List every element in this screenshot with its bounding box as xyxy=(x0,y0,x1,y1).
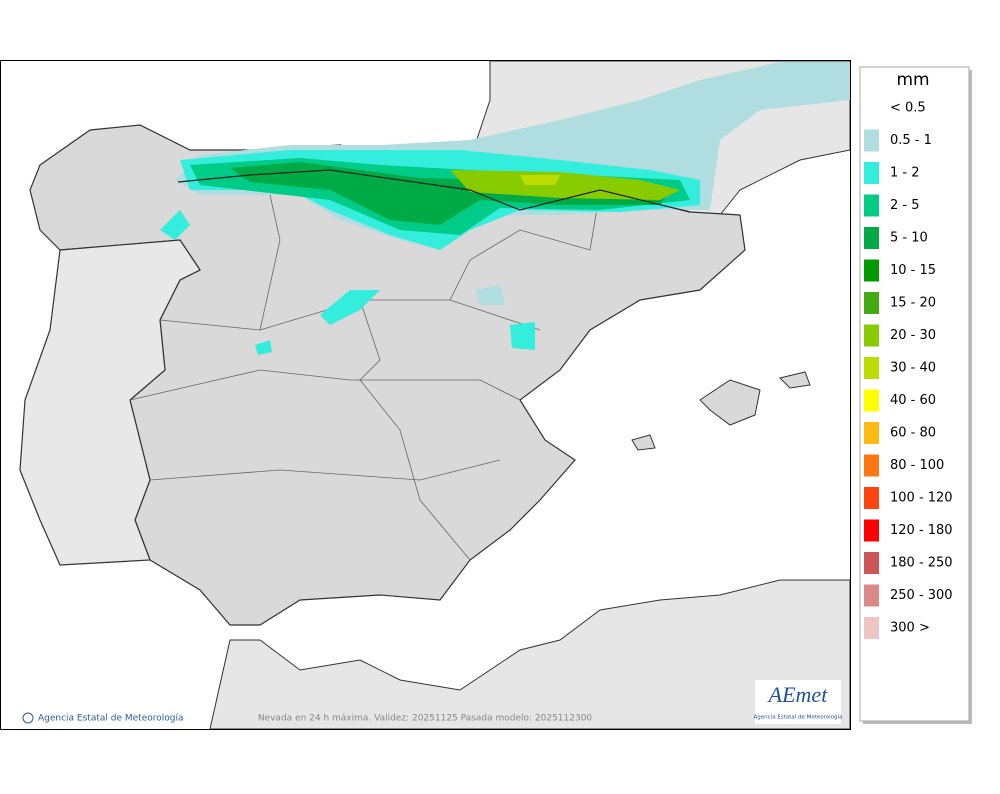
legend-label: 250 - 300 xyxy=(890,588,953,603)
legend-label: 100 - 120 xyxy=(890,491,953,506)
map-frame xyxy=(0,60,851,730)
legend-swatch xyxy=(864,324,879,347)
legend-label: 1 - 2 xyxy=(890,166,920,181)
legend-label: 0.5 - 1 xyxy=(890,133,932,148)
legend-label: 40 - 60 xyxy=(890,393,936,408)
legend-swatch xyxy=(864,584,879,607)
legend-swatch xyxy=(864,259,879,282)
legend-swatch xyxy=(864,422,879,444)
legend-label: 80 - 100 xyxy=(890,458,944,473)
legend-label: 15 - 20 xyxy=(890,296,936,311)
legend-swatch xyxy=(864,194,879,217)
legend-swatch xyxy=(864,357,879,379)
credit-icon xyxy=(22,712,34,724)
snow-areas xyxy=(160,62,850,355)
legend-label: 180 - 250 xyxy=(890,556,953,571)
legend-label: 10 - 15 xyxy=(890,263,936,278)
legend: < 0.5 0.5 - 1 1 - 2 2 - 5 5 - 10 10 - 15 15 - … xyxy=(864,97,953,639)
legend-swatch xyxy=(864,617,879,639)
legend-swatch xyxy=(864,227,879,249)
legend-label: 300 > xyxy=(890,621,930,636)
map xyxy=(1,61,850,729)
legend-swatch xyxy=(864,129,879,152)
legend-swatch xyxy=(864,519,879,542)
logo-box xyxy=(755,680,841,724)
legend-label: 60 - 80 xyxy=(890,426,936,441)
legend-label: 120 - 180 xyxy=(890,523,953,538)
legend-swatch xyxy=(864,552,879,574)
legend-swatch xyxy=(864,97,879,119)
legend-swatch xyxy=(864,162,879,184)
logo: AEmet xyxy=(767,682,829,707)
legend-swatch xyxy=(864,389,879,412)
legend-swatch xyxy=(864,487,879,509)
legend-label: 30 - 40 xyxy=(890,361,936,376)
legend-unit: mm xyxy=(896,70,929,90)
legend-swatch xyxy=(864,292,879,314)
legend-label: 2 - 5 xyxy=(890,198,920,213)
credit: Agencia Estatal de Meteorología xyxy=(38,714,184,724)
legend-label: 5 - 10 xyxy=(890,231,928,246)
legend-label: 20 - 30 xyxy=(890,328,936,343)
logo-subtitle: Agencia Estatal de Meteorología xyxy=(754,714,843,721)
legend-swatch xyxy=(864,454,879,477)
caption: Nevada en 24 h máxima. Validez: 20251125… xyxy=(258,714,593,724)
legend-label: < 0.5 xyxy=(890,101,926,116)
